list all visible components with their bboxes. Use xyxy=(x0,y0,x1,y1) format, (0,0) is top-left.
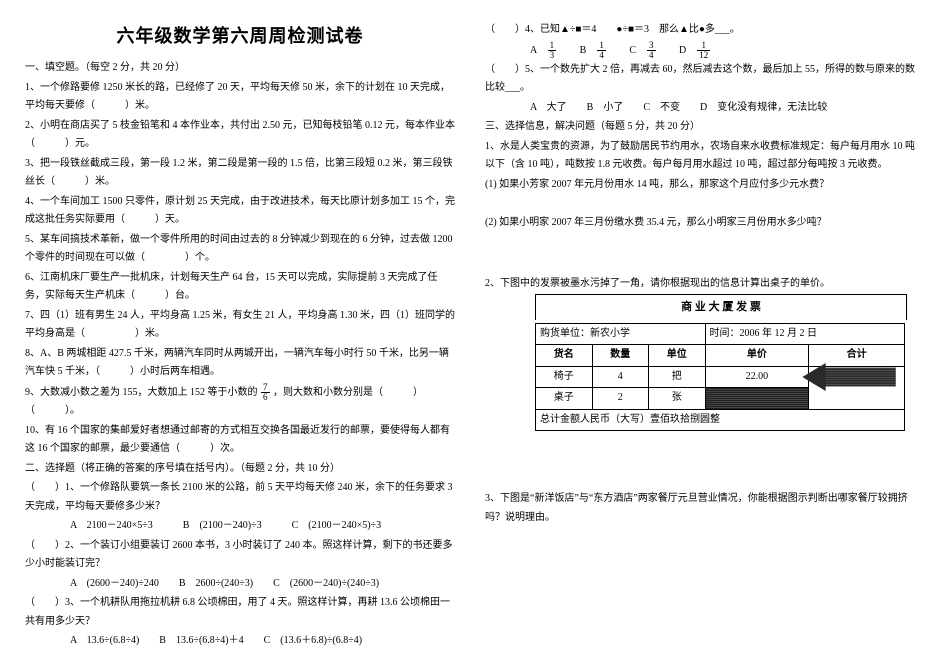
r2-price-smudged xyxy=(705,388,809,410)
fill-q2: 2、小明在商店买了 5 枝金铅笔和 4 本作业本，共付出 2.50 元，已知每枝… xyxy=(25,117,455,154)
frac-d-den: 12 xyxy=(697,51,710,60)
left-column: 六年级数学第六周周检测试卷 一、填空题。（每空 2 分，共 20 分） 1、一个… xyxy=(25,20,455,652)
invoice-date: 时间：2006 年 12 月 2 日 xyxy=(705,323,905,345)
choice-q4-options: A 13 B 14 C 34 D 112 xyxy=(485,41,915,60)
choice-q4: （ ）4、已知▲÷■＝4 ●÷■＝3 那么▲比●多___。 xyxy=(485,21,915,40)
fraction-7-6: 7 6 xyxy=(261,383,270,402)
fill-q5: 5、某车间搞技术革新，做一个零件所用的时间由过去的 8 分钟减少到现在的 6 分… xyxy=(25,231,455,268)
opt-b-label: B xyxy=(580,44,587,55)
choice-q3: （ ）3、一个机耕队用拖拉机耕 6.8 公顷棉田，用了 4 天。照这样计算，再耕… xyxy=(25,594,455,631)
invoice-row-1: 椅子 4 把 22.00 xyxy=(536,366,905,388)
problem-2: 2、下图中的发票被墨水污掉了一角，请你根据现出的信息计算出桌子的单价。 xyxy=(485,275,915,294)
fill-q10: 10、有 16 个国家的集邮爱好者想通过邮寄的方式相互交换各国最近发行的邮票，要… xyxy=(25,422,455,459)
fill-q7: 7、四（1）班有男生 24 人，平均身高 1.25 米，有女生 21 人，平均身… xyxy=(25,307,455,344)
invoice-table: 购货单位：新农小学 时间：2006 年 12 月 2 日 货名 数量 单位 单价… xyxy=(535,323,905,432)
fill-q4: 4、一个车间加工 1500 只零件，原计划 25 天完成，由于改进技术，每天比原… xyxy=(25,193,455,230)
frac-d-num: 1 xyxy=(697,41,710,51)
blank-space-2 xyxy=(485,234,915,274)
exam-title: 六年级数学第六周周检测试卷 xyxy=(25,20,455,53)
invoice-total: 总计金额人民币（大写）壹佰玖拾捌圆整 xyxy=(536,409,905,431)
frac-a-num: 1 xyxy=(548,41,557,51)
frac-c-den: 4 xyxy=(647,51,656,60)
ink-smudge-cell xyxy=(809,366,905,409)
problem-1: 1、水是人类宝贵的资源，为了鼓励居民节约用水，农场自来水收费标准规定：每户每月用… xyxy=(485,138,915,175)
col-qty: 数量 xyxy=(592,345,649,367)
frac-c: 34 xyxy=(647,41,656,60)
r1-qty: 4 xyxy=(592,366,649,388)
r1-name: 椅子 xyxy=(536,366,593,388)
frac-a-den: 3 xyxy=(548,51,557,60)
problem-1b: (2) 如果小明家 2007 年三月份缴水费 35.4 元，那么小明家三月份用水… xyxy=(485,214,915,233)
right-column: （ ）4、已知▲÷■＝4 ●÷■＝3 那么▲比●多___。 A 13 B 14 … xyxy=(485,20,915,652)
frac-den: 6 xyxy=(261,393,270,402)
problem-1a: (1) 如果小芳家 2007 年元月份用水 14 吨，那么，那家这个月应付多少元… xyxy=(485,176,915,195)
choice-q1-options: A 2100－240×5÷3 B (2100－240)÷3 C (2100－24… xyxy=(25,517,455,536)
frac-a: 13 xyxy=(548,41,557,60)
ink-smudge-icon xyxy=(789,363,909,391)
choice-q2-options: A (2600－240)÷240 B 2600÷(240÷3) C (2600－… xyxy=(25,575,455,594)
invoice-buyer: 购货单位：新农小学 xyxy=(536,323,706,345)
r1-unit: 把 xyxy=(649,366,706,388)
frac-b-den: 4 xyxy=(597,51,606,60)
opt-d-label: D xyxy=(679,44,686,55)
opt-a-label: A xyxy=(530,44,537,55)
smudge-fill-icon xyxy=(706,388,809,409)
r2-unit: 张 xyxy=(649,388,706,410)
choice-q2: （ ）2、一个装订小组要装订 2600 本书，3 小时装订了 240 本。照这样… xyxy=(25,537,455,574)
fill-q9-part1: 9、大数减小数之差为 155，大数加上 152 等于小数的 xyxy=(25,387,260,398)
invoice-title: 商 业 大 厦 发 票 xyxy=(535,294,907,319)
fill-q8: 8、A、B 两城相距 427.5 千米，两辆汽车同时从两城开出，一辆汽车每小时行… xyxy=(25,345,455,382)
choice-q5-options: A 大了 B 小了 C 不变 D 变化没有规律，无法比较 xyxy=(485,99,915,118)
fill-q9: 9、大数减小数之差为 155，大数加上 152 等于小数的 7 6 ，则大数和小… xyxy=(25,383,455,421)
problem-3: 3、下图是“新洋饭店”与“东方酒店”两家餐厅元旦营业情况，你能根据图示判断出哪家… xyxy=(485,490,915,527)
choice-q5: （ ）5、一个数先扩大 2 倍，再减去 60，然后减去这个数，最后加上 55，所… xyxy=(485,61,915,98)
r2-qty: 2 xyxy=(592,388,649,410)
r2-name: 桌子 xyxy=(536,388,593,410)
frac-d: 112 xyxy=(697,41,710,60)
frac-b: 14 xyxy=(597,41,606,60)
blank-space xyxy=(485,195,915,213)
fill-q3: 3、把一段铁丝截成三段，第一段 1.2 米，第二段是第一段的 1.5 倍，比第三… xyxy=(25,155,455,192)
choice-q3-options: A 13.6÷(6.8÷4) B 13.6÷(6.8÷4)＋4 C (13.6＋… xyxy=(25,632,455,651)
section-1-heading: 一、填空题。（每空 2 分，共 20 分） xyxy=(25,59,455,78)
frac-b-num: 1 xyxy=(597,41,606,51)
section-2-heading: 二、选择题（将正确的答案的序号填在括号内）。（每题 2 分，共 10 分） xyxy=(25,460,455,479)
invoice-info-row: 购货单位：新农小学 时间：2006 年 12 月 2 日 xyxy=(536,323,905,345)
col-name: 货名 xyxy=(536,345,593,367)
choice-q1: （ ）1、一个修路队要筑一条长 2100 米的公路，前 5 天平均每天修 240… xyxy=(25,479,455,516)
page-root: 六年级数学第六周周检测试卷 一、填空题。（每空 2 分，共 20 分） 1、一个… xyxy=(0,0,945,662)
blank-space-3 xyxy=(485,434,915,489)
section-3-heading: 三、选择信息，解决问题（每题 5 分，共 20 分） xyxy=(485,118,915,137)
fill-q6: 6、江南机床厂要生产一批机床，计划每天生产 64 台，15 天可以完成，实际提前… xyxy=(25,269,455,306)
col-unit: 单位 xyxy=(649,345,706,367)
frac-c-num: 3 xyxy=(647,41,656,51)
opt-c-label: C xyxy=(629,44,636,55)
fill-q1: 1、一个修路要修 1250 米长的路，已经修了 20 天，平均每天修 50 米，… xyxy=(25,79,455,116)
invoice-total-row: 总计金额人民币（大写）壹佰玖拾捌圆整 xyxy=(536,409,905,431)
